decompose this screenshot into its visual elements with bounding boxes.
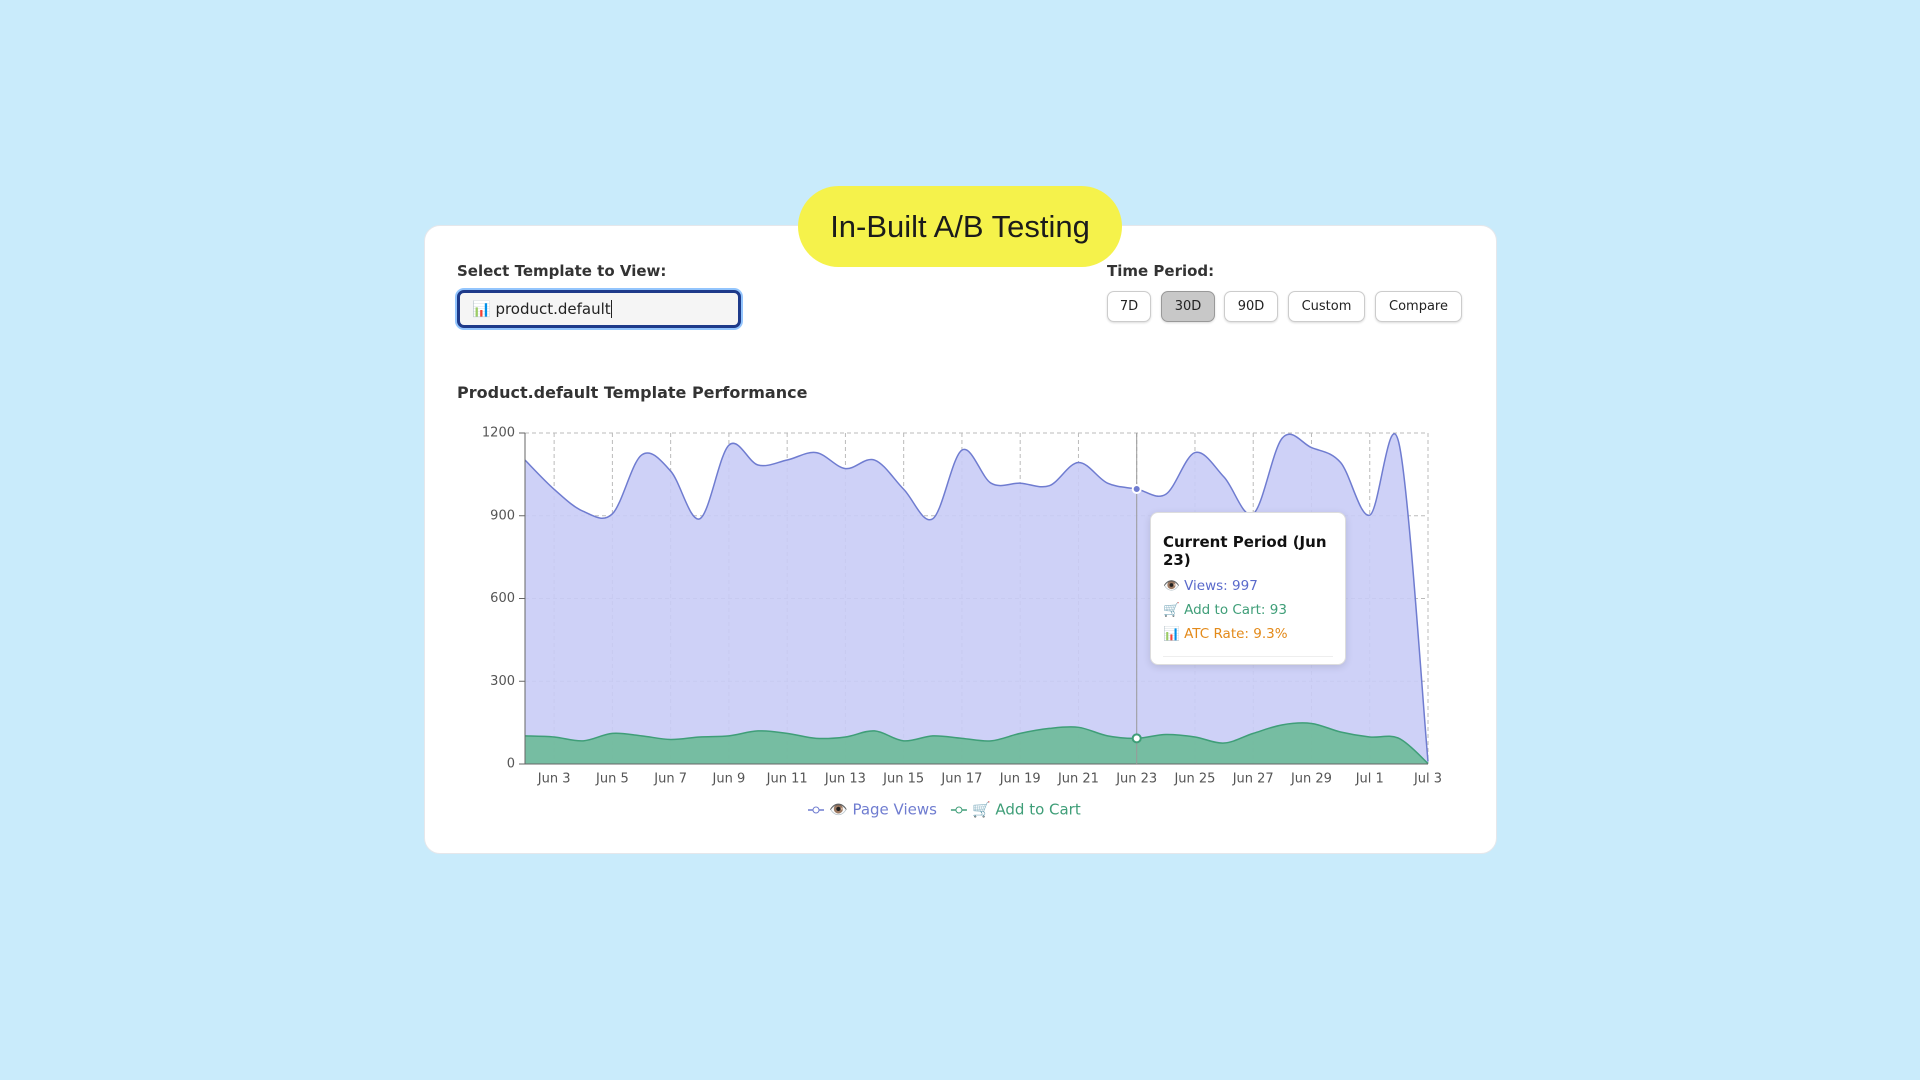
tooltip: Current Period (Jun 23) 👁️ Views: 997 🛒 Ad…	[1150, 512, 1346, 665]
label: Select Template to View:	[457, 262, 667, 280]
time-button[interactable]: Custom	[1288, 291, 1365, 322]
legend-marker	[812, 806, 820, 814]
tooltip-line: 📊 ATC Rate: 9.3%	[1163, 626, 1288, 642]
x-tick-label: Jun 25	[1173, 772, 1215, 787]
hover-dot	[1131, 733, 1142, 744]
x-tick-label: Jun 23	[1115, 772, 1157, 787]
x-tick-label: Jun 29	[1290, 772, 1332, 787]
line	[524, 433, 1429, 762]
caret	[610, 300, 612, 318]
y-tick-label: 600	[490, 591, 515, 606]
tooltip-line: 🛒 Add to Cart: 93	[1163, 602, 1287, 618]
y-tick-label: 1200	[482, 426, 515, 441]
x-tick-label: Jun 13	[824, 772, 866, 787]
time-button[interactable]: Compare	[1375, 291, 1462, 322]
x-tick-label: Jun 19	[999, 772, 1041, 787]
tooltip-line: 👁️ Views: 997	[1163, 578, 1258, 594]
time-button[interactable]: 30D	[1161, 291, 1215, 322]
label: Time Period:	[1107, 262, 1215, 280]
legend-label: 👁️ Page Views	[829, 801, 937, 819]
x-tick-label: Jun 27	[1232, 772, 1274, 787]
x-tick-label: Jun 5	[595, 772, 629, 787]
area	[525, 722, 1428, 764]
badge: In-Built A/B Testing	[798, 186, 1122, 267]
line	[524, 722, 1429, 765]
y-tick-label: 900	[490, 508, 515, 523]
legend-item[interactable]: 🛒 Add to Cart	[950, 801, 1081, 819]
template-input[interactable]: 📊 product.default	[457, 290, 741, 328]
legend-marker	[955, 806, 963, 814]
x-tick-label: Jul 3	[1413, 772, 1442, 787]
legend-item[interactable]: 👁️ Page Views	[808, 801, 937, 819]
legend-label: 🛒 Add to Cart	[972, 801, 1081, 819]
x-tick-label: Jun 11	[766, 772, 808, 787]
x-tick-label: Jun 9	[712, 772, 746, 787]
x-tick-label: Jun 15	[882, 772, 924, 787]
hover-dot	[1131, 483, 1142, 494]
divider	[1163, 656, 1333, 657]
x-tick-label: Jun 7	[653, 772, 687, 787]
x-tick-label: Jul 1	[1355, 772, 1384, 787]
x-tick-label: Jun 21	[1057, 772, 1099, 787]
input-value: 📊 product.default	[472, 300, 611, 318]
tooltip-title: Current Period (Jun 23)	[1163, 533, 1327, 569]
time-button[interactable]: 90D	[1224, 291, 1278, 322]
y-tick-label: 0	[507, 757, 515, 772]
y-tick-label: 300	[490, 674, 515, 689]
time-button[interactable]: 7D	[1107, 291, 1151, 322]
x-tick-label: Jun 17	[940, 772, 982, 787]
x-tick-label: Jun 3	[537, 772, 571, 787]
chart-title: Product.default Template Performance	[457, 383, 808, 402]
